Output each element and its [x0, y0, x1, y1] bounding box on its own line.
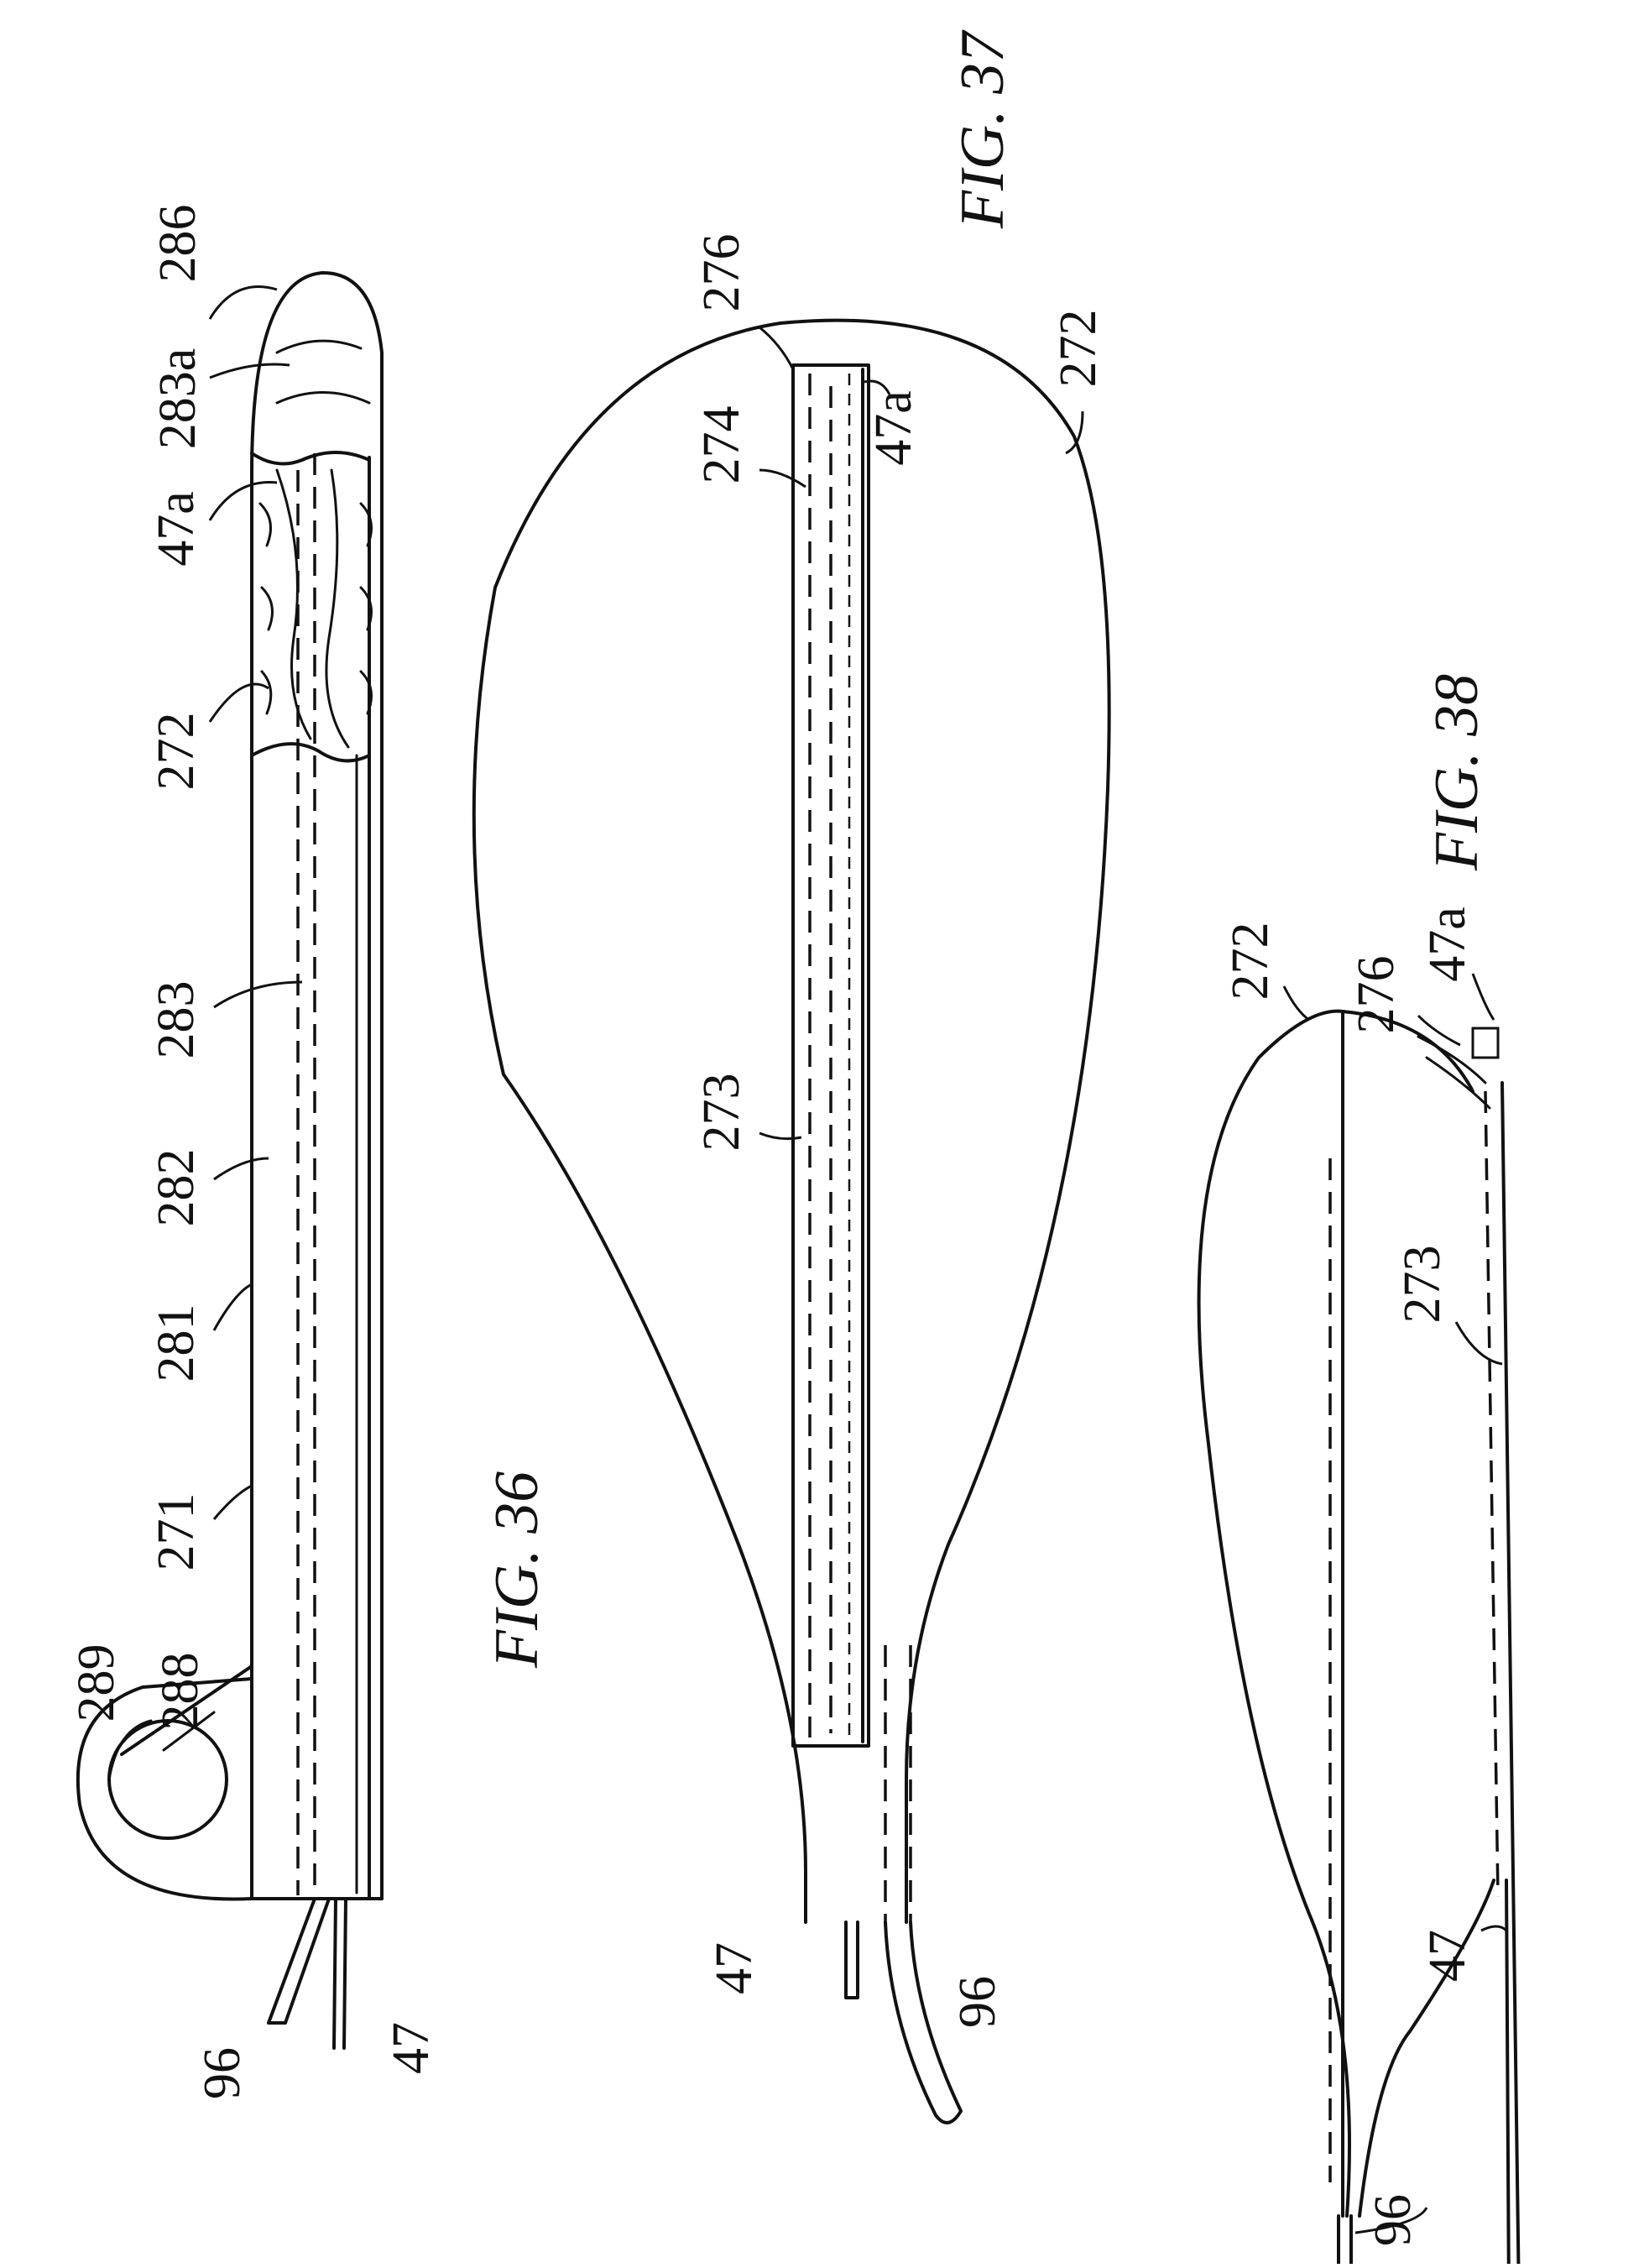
fig36-label-47a: 47a	[148, 491, 205, 567]
fig36-leaders	[210, 287, 302, 1519]
fig36-hatch-left	[260, 504, 273, 713]
fig38-labels: 272 276 47a 273 47 96 FIG. 38	[1222, 674, 1506, 2246]
fig36-label-282: 282	[148, 1149, 205, 1227]
fig36-label-281: 281	[148, 1304, 205, 1382]
fig38-balloon-outline	[1199, 1011, 1473, 2216]
fig38-wire-47	[1506, 1880, 1509, 2264]
fig37-wire-47	[846, 1922, 858, 1998]
fig38-drawing	[1199, 1011, 1519, 2264]
fig36-label-96: 96	[194, 2047, 251, 2099]
fig38-leaders	[1284, 974, 1506, 2233]
fig36-label-283a: 283a	[149, 348, 206, 450]
fig38-tube-96	[1339, 2216, 1351, 2264]
fig36-tube-96	[269, 1899, 329, 2023]
fig38-label-276: 276	[1348, 956, 1405, 1034]
fig36-label-47: 47	[383, 2022, 440, 2074]
fig36-eyelet-hole	[109, 1721, 227, 1838]
fig36-folded-balloon	[277, 470, 348, 747]
fig36-cutaway	[252, 452, 369, 760]
fig36-label-271: 271	[148, 1493, 205, 1571]
fig36-label-288: 288	[152, 1653, 209, 1731]
fig38-member-dash	[1485, 1091, 1498, 1897]
fig38-label-47: 47	[1419, 1930, 1476, 1982]
fig36-label-283: 283	[148, 981, 205, 1059]
fig38-member-273	[1502, 1083, 1519, 2264]
fig37-label-274: 274	[693, 406, 750, 484]
fig37-caption: FIG. 37	[948, 29, 1017, 229]
fig37-label-276: 276	[693, 234, 750, 312]
fig36-labels: 286 283a 47a 272 283 282 281 271 289 288…	[68, 205, 551, 2100]
fig36-label-289: 289	[68, 1644, 125, 1722]
fig36-caption: FIG. 36	[483, 1471, 551, 1669]
fig37-label-47: 47	[706, 1942, 763, 1994]
fig36-label-272: 272	[148, 713, 205, 791]
fig37-label-273: 273	[693, 1074, 750, 1152]
fig38-tip-276	[1473, 1028, 1498, 1058]
fig38-label-273: 273	[1394, 1246, 1451, 1324]
fig36-label-286: 286	[149, 205, 206, 283]
fig38-label-47a: 47a	[1419, 907, 1476, 982]
fig37-label-96: 96	[949, 1976, 1006, 2028]
fig36-drawing	[78, 273, 382, 2048]
fig37-label-47a: 47a	[865, 390, 922, 466]
fig38-label-272: 272	[1222, 922, 1279, 1001]
fig36-sheath-outline	[252, 273, 382, 1899]
fig38-caption: FIG. 38	[1422, 674, 1491, 871]
fig38-label-96: 96	[1365, 2194, 1422, 2246]
fig38-tip-lines	[1418, 1037, 1490, 1108]
fig37-drawing	[474, 321, 1109, 2123]
fig36-tip-detail	[277, 341, 369, 403]
fig37-label-272: 272	[1050, 310, 1107, 388]
fig36-wire-47	[334, 1899, 346, 2048]
